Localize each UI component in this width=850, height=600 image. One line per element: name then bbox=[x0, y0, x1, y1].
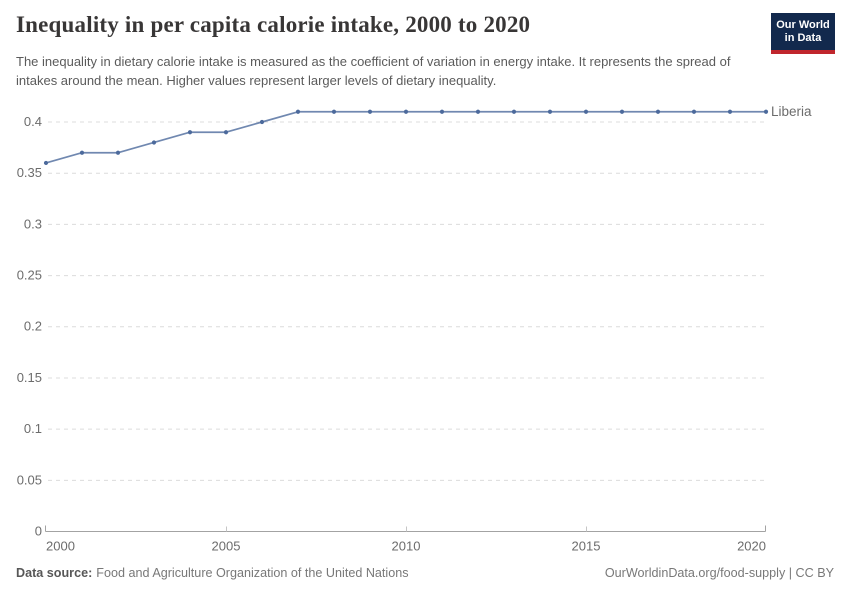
y-tick-label-0.15: 0.15 bbox=[17, 370, 42, 385]
data-point-2006[interactable] bbox=[259, 119, 265, 125]
y-tick-label-0.3: 0.3 bbox=[24, 216, 42, 231]
owid-logo[interactable]: Our World in Data bbox=[771, 13, 835, 54]
x-tick-label-2010: 2010 bbox=[392, 538, 421, 553]
series-label-liberia[interactable]: Liberia bbox=[771, 104, 812, 119]
page-title: Inequality in per capita calorie intake,… bbox=[16, 12, 531, 37]
y-tick-label-0: 0 bbox=[35, 523, 42, 538]
data-point-2015[interactable] bbox=[583, 109, 589, 114]
data-point-2019[interactable] bbox=[727, 109, 733, 114]
data-source-label: Data source: bbox=[16, 566, 93, 580]
chart-subtitle: The inequality in dietary calorie intake… bbox=[16, 54, 731, 88]
data-point-2007[interactable] bbox=[295, 109, 301, 114]
x-tick-label-2015: 2015 bbox=[572, 538, 601, 553]
data-source-note: Data source: Food and Agriculture Organiz… bbox=[16, 566, 409, 580]
y-tick-label-0.05: 0.05 bbox=[17, 472, 42, 487]
y-axis-labels: 0 0.05 0.1 0.15 0.2 0.25 0.3 0.35 0.4 bbox=[17, 114, 42, 539]
x-axis bbox=[45, 525, 766, 532]
x-axis-labels: 2000 2005 2010 2015 2020 bbox=[46, 538, 766, 553]
data-point-2018[interactable] bbox=[691, 109, 697, 114]
data-point-2009[interactable] bbox=[367, 109, 373, 114]
owid-logo-line2: in Data bbox=[784, 32, 822, 44]
data-point-2004[interactable] bbox=[187, 130, 193, 135]
y-tick-label-0.25: 0.25 bbox=[17, 268, 42, 283]
data-point-2020[interactable] bbox=[763, 109, 769, 114]
data-point-2002[interactable] bbox=[115, 150, 121, 155]
y-tick-label-0.2: 0.2 bbox=[24, 319, 42, 334]
data-source-value: Food and Agriculture Organization of the… bbox=[96, 566, 409, 580]
data-point-2008[interactable] bbox=[331, 109, 337, 114]
data-point-2014[interactable] bbox=[547, 109, 553, 114]
y-tick-label-0.4: 0.4 bbox=[24, 114, 42, 129]
x-tick-label-2005: 2005 bbox=[212, 538, 241, 553]
data-point-2011[interactable] bbox=[439, 109, 445, 114]
data-point-2016[interactable] bbox=[619, 109, 625, 114]
data-point-2003[interactable] bbox=[151, 140, 157, 145]
data-point-2001[interactable] bbox=[79, 150, 85, 155]
data-point-2005[interactable] bbox=[223, 130, 229, 135]
owid-logo-line1: Our World bbox=[776, 19, 830, 31]
data-point-2012[interactable] bbox=[475, 109, 481, 114]
y-tick-label-0.1: 0.1 bbox=[24, 421, 42, 436]
x-tick-label-2020: 2020 bbox=[737, 538, 766, 553]
data-point-2000[interactable] bbox=[43, 160, 49, 166]
series-line-liberia[interactable] bbox=[45, 110, 767, 164]
chart-footer: Data source: Food and Agriculture Organiz… bbox=[16, 566, 834, 580]
y-tick-label-0.35: 0.35 bbox=[17, 165, 42, 180]
data-point-2017[interactable] bbox=[655, 109, 661, 114]
y-gridlines bbox=[48, 121, 766, 481]
x-tick-label-2000: 2000 bbox=[46, 538, 75, 553]
credit-link[interactable]: OurWorldinData.org/food-supply | CC BY bbox=[604, 566, 834, 580]
data-points-liberia[interactable] bbox=[43, 109, 769, 166]
data-point-2013[interactable] bbox=[511, 109, 517, 114]
data-point-2010[interactable] bbox=[403, 109, 409, 114]
